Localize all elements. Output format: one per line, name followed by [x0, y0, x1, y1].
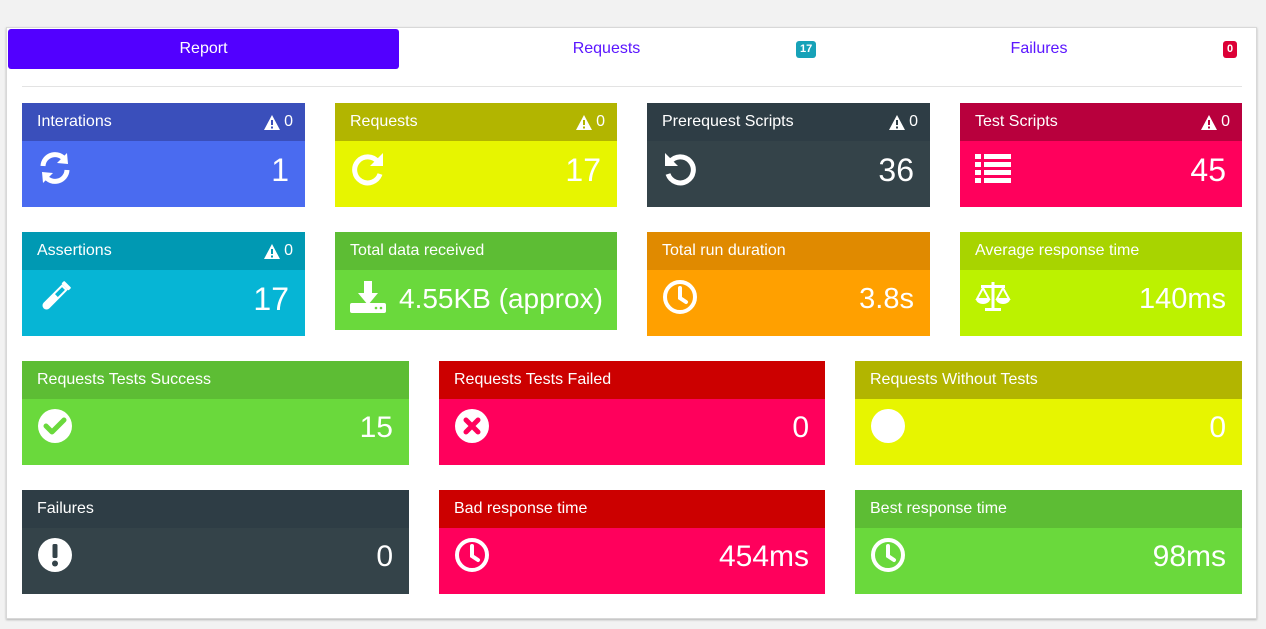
download-icon	[350, 281, 386, 313]
undo-icon	[665, 153, 696, 186]
card-prerequest-scripts: Prerequest Scripts 0 36	[647, 103, 930, 207]
warning-icon	[576, 114, 593, 130]
tab-requests[interactable]: Requests	[399, 29, 814, 69]
card-test-scripts: Test Scripts 0 45	[960, 103, 1242, 207]
card-value: 0	[792, 411, 809, 444]
warning-count: 0	[889, 103, 918, 141]
failures-count-badge: 0	[1223, 41, 1238, 58]
card-title: Average response time	[975, 242, 1140, 259]
tab-failures-label: Failures	[1010, 40, 1068, 57]
card-value: 17	[253, 281, 289, 317]
exclamation-circle-icon	[38, 538, 72, 572]
warning-icon	[264, 243, 281, 259]
card-value: 15	[359, 411, 393, 444]
card-total-run-duration: Total run duration 3.8s	[647, 232, 930, 336]
divider	[22, 86, 1242, 87]
tab-bar: Report Requests 17 Failures 0	[8, 29, 1256, 69]
balance-scale-icon	[975, 282, 1011, 311]
requests-count-badge: 17	[796, 41, 817, 58]
tab-report-label: Report	[179, 40, 228, 57]
warning-count: 0	[1201, 103, 1230, 141]
tab-failures[interactable]: Failures	[834, 29, 1244, 69]
card-best-response-time: Best response time 98ms	[855, 490, 1242, 594]
card-value: 0	[1209, 411, 1226, 444]
card-value: 98ms	[1152, 540, 1226, 573]
card-title: Test Scripts	[975, 113, 1058, 130]
card-title: Best response time	[870, 500, 1007, 517]
card-title: Total data received	[350, 242, 485, 259]
card-requests-without-tests: Requests Without Tests 0	[855, 361, 1242, 465]
sync-icon	[40, 152, 70, 184]
card-value: 45	[1190, 152, 1226, 188]
card-value: 36	[878, 152, 914, 188]
circle-icon	[871, 409, 905, 443]
warning-icon	[889, 114, 906, 130]
card-value: 0	[376, 540, 393, 573]
card-average-response-time: Average response time 140ms	[960, 232, 1242, 336]
card-title: Total run duration	[662, 242, 786, 259]
card-value: 1	[271, 152, 289, 188]
warning-icon	[1201, 114, 1218, 130]
card-title: Requests Tests Success	[37, 371, 212, 388]
card-assertions: Assertions 0 17	[22, 232, 305, 336]
card-requests-tests-success: Requests Tests Success 15	[22, 361, 409, 465]
clock-icon	[663, 280, 697, 314]
card-title: Requests Without Tests	[870, 371, 1038, 388]
tab-report[interactable]: Report	[8, 29, 399, 69]
vial-icon	[42, 281, 71, 310]
warning-count: 0	[264, 232, 293, 270]
card-iterations: Interations 0 1	[22, 103, 305, 207]
warning-icon	[264, 114, 281, 130]
card-title: Interations	[37, 113, 112, 130]
check-circle-icon	[38, 409, 72, 443]
card-requests: Requests 0 17	[335, 103, 617, 207]
card-requests-tests-failed: Requests Tests Failed 0	[439, 361, 825, 465]
tab-requests-label: Requests	[572, 40, 641, 57]
card-bad-response-time: Bad response time 454ms	[439, 490, 825, 594]
card-value: 17	[565, 152, 601, 188]
list-icon	[975, 154, 1011, 183]
card-title: Requests	[350, 113, 418, 130]
card-title: Prerequest Scripts	[662, 113, 794, 130]
card-title: Assertions	[37, 242, 112, 259]
card-title: Requests Tests Failed	[454, 371, 612, 388]
card-value: 3.8s	[859, 283, 914, 315]
card-title: Failures	[37, 500, 94, 517]
clock-icon	[871, 538, 905, 572]
card-value: 4.55KB (approx)	[399, 283, 603, 314]
times-circle-icon	[455, 409, 489, 443]
warning-count: 0	[576, 103, 605, 141]
warning-count: 0	[264, 103, 293, 141]
card-value: 140ms	[1138, 283, 1226, 315]
redo-icon	[352, 153, 383, 186]
card-value: 454ms	[718, 540, 809, 573]
card-failures: Failures 0	[22, 490, 409, 594]
card-total-data-received: Total data received 4.55KB (approx)	[335, 232, 617, 330]
clock-icon	[455, 538, 489, 572]
card-title: Bad response time	[454, 500, 588, 517]
